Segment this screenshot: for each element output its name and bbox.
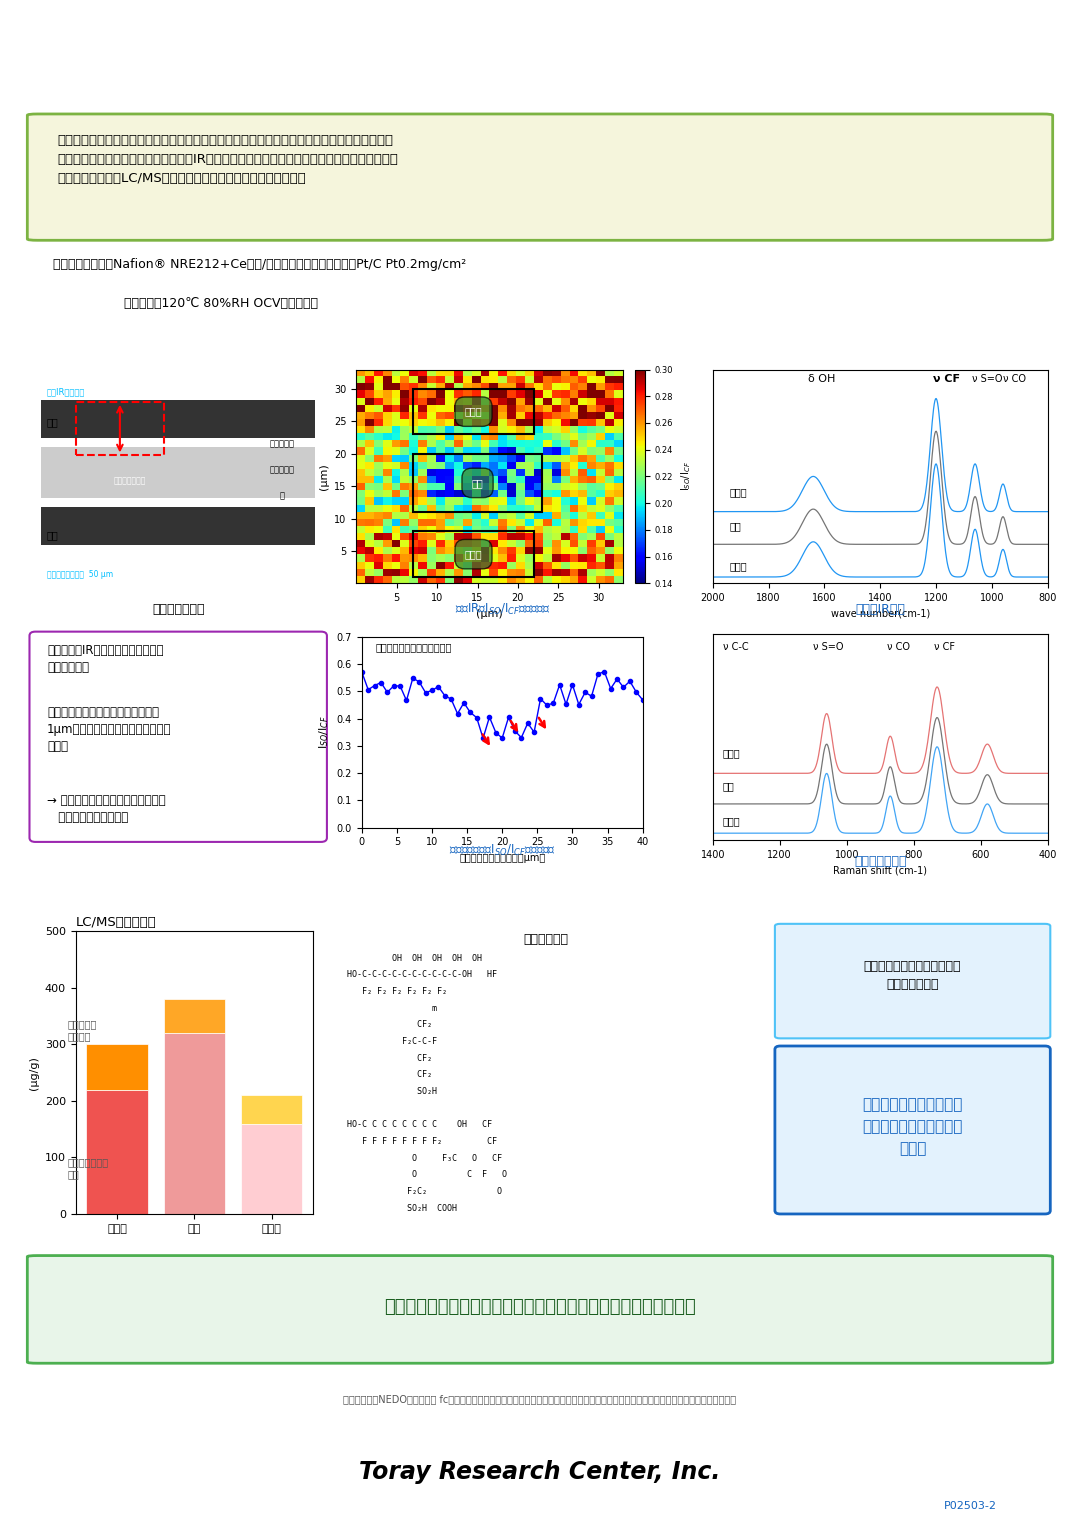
Text: 中央: 中央 <box>723 782 734 791</box>
Y-axis label: I$_{SO}$/I$_{CF}$: I$_{SO}$/I$_{CF}$ <box>318 715 332 750</box>
Text: SO₂H  COOH: SO₂H COOH <box>348 1203 458 1212</box>
Text: 中央: 中央 <box>472 478 484 489</box>
Text: ν CO: ν CO <box>887 641 909 652</box>
Text: 含有主鈣的
降解产物: 含有主鈣的 降解产物 <box>67 1019 96 1041</box>
X-axis label: (μm): (μm) <box>476 609 503 618</box>
Text: P02503-2: P02503-2 <box>944 1501 997 1512</box>
Text: ・根据成像IR观察到中央附近离子交
换基团减少。: ・根据成像IR观察到中央附近离子交 换基团减少。 <box>48 644 163 673</box>
Text: Toray Research Center, Inc.: Toray Research Center, Inc. <box>360 1460 720 1484</box>
Bar <box>413 454 542 512</box>
Text: 光学显微镜图像: 光学显微镜图像 <box>152 603 204 615</box>
Bar <box>413 531 535 577</box>
Text: 样品：电解质膜：Nafion® NRE212+Ce添加/催化剤层：阳极、阴极均为Pt/C Pt0.2mg/cm²: 样品：电解质膜：Nafion® NRE212+Ce添加/催化剤层：阳极、阴极均为… <box>53 258 465 272</box>
Y-axis label: (μg/g): (μg/g) <box>29 1055 39 1090</box>
Text: 检测到很多含有主鈣的分解产
物，主鈣切断。: 检测到很多含有主鈣的分解产 物，主鈣切断。 <box>864 960 961 991</box>
Text: ν S=O: ν S=O <box>813 641 843 652</box>
FancyBboxPatch shape <box>27 115 1053 240</box>
Text: ν CO: ν CO <box>1003 374 1026 385</box>
Text: F F F F F F F F₂         CF: F F F F F F F F₂ CF <box>348 1138 498 1147</box>
Bar <box>413 389 535 434</box>
Bar <box>41 447 315 498</box>
Text: 少: 少 <box>280 492 284 501</box>
FancyBboxPatch shape <box>29 632 327 841</box>
Text: 切削加工面粗糍: 切削加工面粗糍 <box>114 476 147 486</box>
Text: 阴极: 阴极 <box>48 417 58 428</box>
Text: OH  OH  OH  OH  OH: OH OH OH OH OH <box>348 953 483 962</box>
Text: → 在电解质膜的离子交换基脱离中，
   深度方向上存在分布。: → 在电解质膜的离子交换基脱离中， 深度方向上存在分布。 <box>48 794 165 825</box>
Text: δ OH: δ OH <box>808 374 835 385</box>
Text: ν S=O: ν S=O <box>972 374 1002 385</box>
Text: 阴极侧: 阴极侧 <box>730 562 747 571</box>
Bar <box>241 1124 302 1214</box>
FancyBboxPatch shape <box>775 924 1050 1038</box>
Y-axis label: (μm): (μm) <box>319 463 328 490</box>
Text: ν C-C: ν C-C <box>723 641 748 652</box>
Bar <box>41 507 315 545</box>
Text: 在电解质膜的中央部位发
生了优先切断主鈣的劣化
分解。: 在电解质膜的中央部位发 生了优先切断主鈣的劣化 分解。 <box>863 1096 962 1156</box>
Text: SO₂H: SO₂H <box>348 1087 437 1096</box>
Text: CF₂: CF₂ <box>348 1054 432 1063</box>
Text: 阳极: 阳极 <box>48 530 58 541</box>
Text: 阴极侧: 阴极侧 <box>464 550 483 559</box>
Text: 阳极侧: 阳极侧 <box>730 487 747 498</box>
Bar <box>77 402 164 455</box>
Text: 各区域拉曼光谱: 各区域拉曼光谱 <box>854 855 906 867</box>
Text: 各区域IR光谱: 各区域IR光谱 <box>855 603 905 615</box>
Text: ・根据显微拉曼分析（空间分辨率：
1μm）发现离子交换基团连续向中央
脱离。: ・根据显微拉曼分析（空间分辨率： 1μm）发现离子交换基团连续向中央 脱离。 <box>48 705 172 753</box>
Text: 推测结构示例: 推测结构示例 <box>523 933 568 945</box>
Text: 试验内容：120℃ 80%RH OCV耐久性试验: 试验内容：120℃ 80%RH OCV耐久性试验 <box>124 296 318 310</box>
Text: m: m <box>348 1003 437 1012</box>
Text: 中央: 中央 <box>730 521 741 531</box>
Text: 阳极侧: 阳极侧 <box>723 748 741 757</box>
FancyBboxPatch shape <box>775 1046 1050 1214</box>
Text: 成像IR（I$_{SO}$/I$_{CF}$强度分布）: 成像IR（I$_{SO}$/I$_{CF}$强度分布） <box>455 602 550 617</box>
Text: ν CF: ν CF <box>933 374 960 385</box>
Bar <box>41 400 315 438</box>
Bar <box>86 1044 148 1090</box>
Bar <box>163 999 226 1034</box>
Text: LC/MS半定量结果: LC/MS半定量结果 <box>76 916 157 928</box>
Text: 关于燃料电池电解质膜化学结构的劣化分析: 关于燃料电池电解质膜化学结构的劣化分析 <box>350 34 730 66</box>
Text: 中央附近离: 中央附近离 <box>269 440 294 449</box>
Text: 显微拉曼分析（I$_{SO}$/I$_{CF}$强度分布）: 显微拉曼分析（I$_{SO}$/I$_{CF}$强度分布） <box>448 843 556 858</box>
Text: 显微拉曼测量部位  50 μm: 显微拉曼测量部位 50 μm <box>48 571 113 579</box>
Text: HO-C C C C C C C C    OH   CF: HO-C C C C C C C C OH CF <box>348 1121 492 1130</box>
Text: 本内容获得了NEDO事业「面向 fc燃性扩大燃料电池等的使用的共同课题解决型产学合作研究开发事业」的扶助。在此对各位相关人士表示感谢。: 本内容获得了NEDO事业「面向 fc燃性扩大燃料电池等的使用的共同课题解决型产学… <box>343 1394 737 1403</box>
Text: F₂ F₂ F₂ F₂ F₂ F₂: F₂ F₂ F₂ F₂ F₂ F₂ <box>348 986 447 996</box>
Text: HO-C-C-C-C-C-C-C-C-C-C-OH   HF: HO-C-C-C-C-C-C-C-C-C-C-OH HF <box>348 970 498 979</box>
Text: ν CF: ν CF <box>934 641 955 652</box>
X-axis label: wave number(cm-1): wave number(cm-1) <box>831 609 930 618</box>
X-axis label: Raman shift (cm-1): Raman shift (cm-1) <box>833 866 928 875</box>
Text: 子交换基减: 子交换基减 <box>269 466 294 475</box>
Text: 成像IR测量区域: 成像IR测量区域 <box>48 386 85 395</box>
Text: 为了提高燃料电池的耐久性，需要具体理解电解质膜的劣化结构。因此，为了掌握电解质膜内部
的劣化状态分布，我们进行了基于成像IR和显微拉曼分析的剖面结构分布分析。此: 为了提高燃料电池的耐久性，需要具体理解电解质膜的劣化结构。因此，为了掌握电解质膜… <box>58 134 399 185</box>
X-axis label: 距阳极催化剤层的距离（μm）: 距阳极催化剤层的距离（μm） <box>459 854 545 863</box>
Text: 阴极侧: 阴极侧 <box>723 815 741 826</box>
Text: CF₂: CF₂ <box>348 1020 432 1029</box>
Bar <box>86 1090 148 1214</box>
FancyBboxPatch shape <box>27 1255 1053 1364</box>
Text: F₂C₂              O: F₂C₂ O <box>348 1186 502 1196</box>
Text: 1. 基于成像IR和显微拉曼的截面官能团分布分析: 1. 基于成像IR和显微拉曼的截面官能团分布分析 <box>42 337 255 353</box>
Text: 中央附近离子交换基连续减少: 中央附近离子交换基连续减少 <box>376 643 453 652</box>
Text: O          C  F   O: O C F O <box>348 1170 508 1179</box>
Text: 源于侧鈣的降解
产物: 源于侧鈣的降解 产物 <box>67 1157 108 1179</box>
Bar <box>241 1095 302 1124</box>
Text: 2. 来自电解质膜提取物LC/MS: 2. 来自电解质膜提取物LC/MS <box>39 890 195 906</box>
Text: O     F₃C   O   CF: O F₃C O CF <box>348 1154 502 1162</box>
Text: 阳极侧: 阳极侧 <box>464 406 483 417</box>
Bar <box>163 1034 226 1214</box>
Text: 结合基于光谱分析的局部分析和化学分析可进行劣化机制的分析。: 结合基于光谱分析的局部分析和化学分析可进行劣化机制的分析。 <box>384 1298 696 1316</box>
Text: F₂C-C-F: F₂C-C-F <box>348 1037 437 1046</box>
Text: CF₂: CF₂ <box>348 1070 432 1080</box>
Y-axis label: I$_{SO}$/I$_{CF}$: I$_{SO}$/I$_{CF}$ <box>679 461 693 492</box>
